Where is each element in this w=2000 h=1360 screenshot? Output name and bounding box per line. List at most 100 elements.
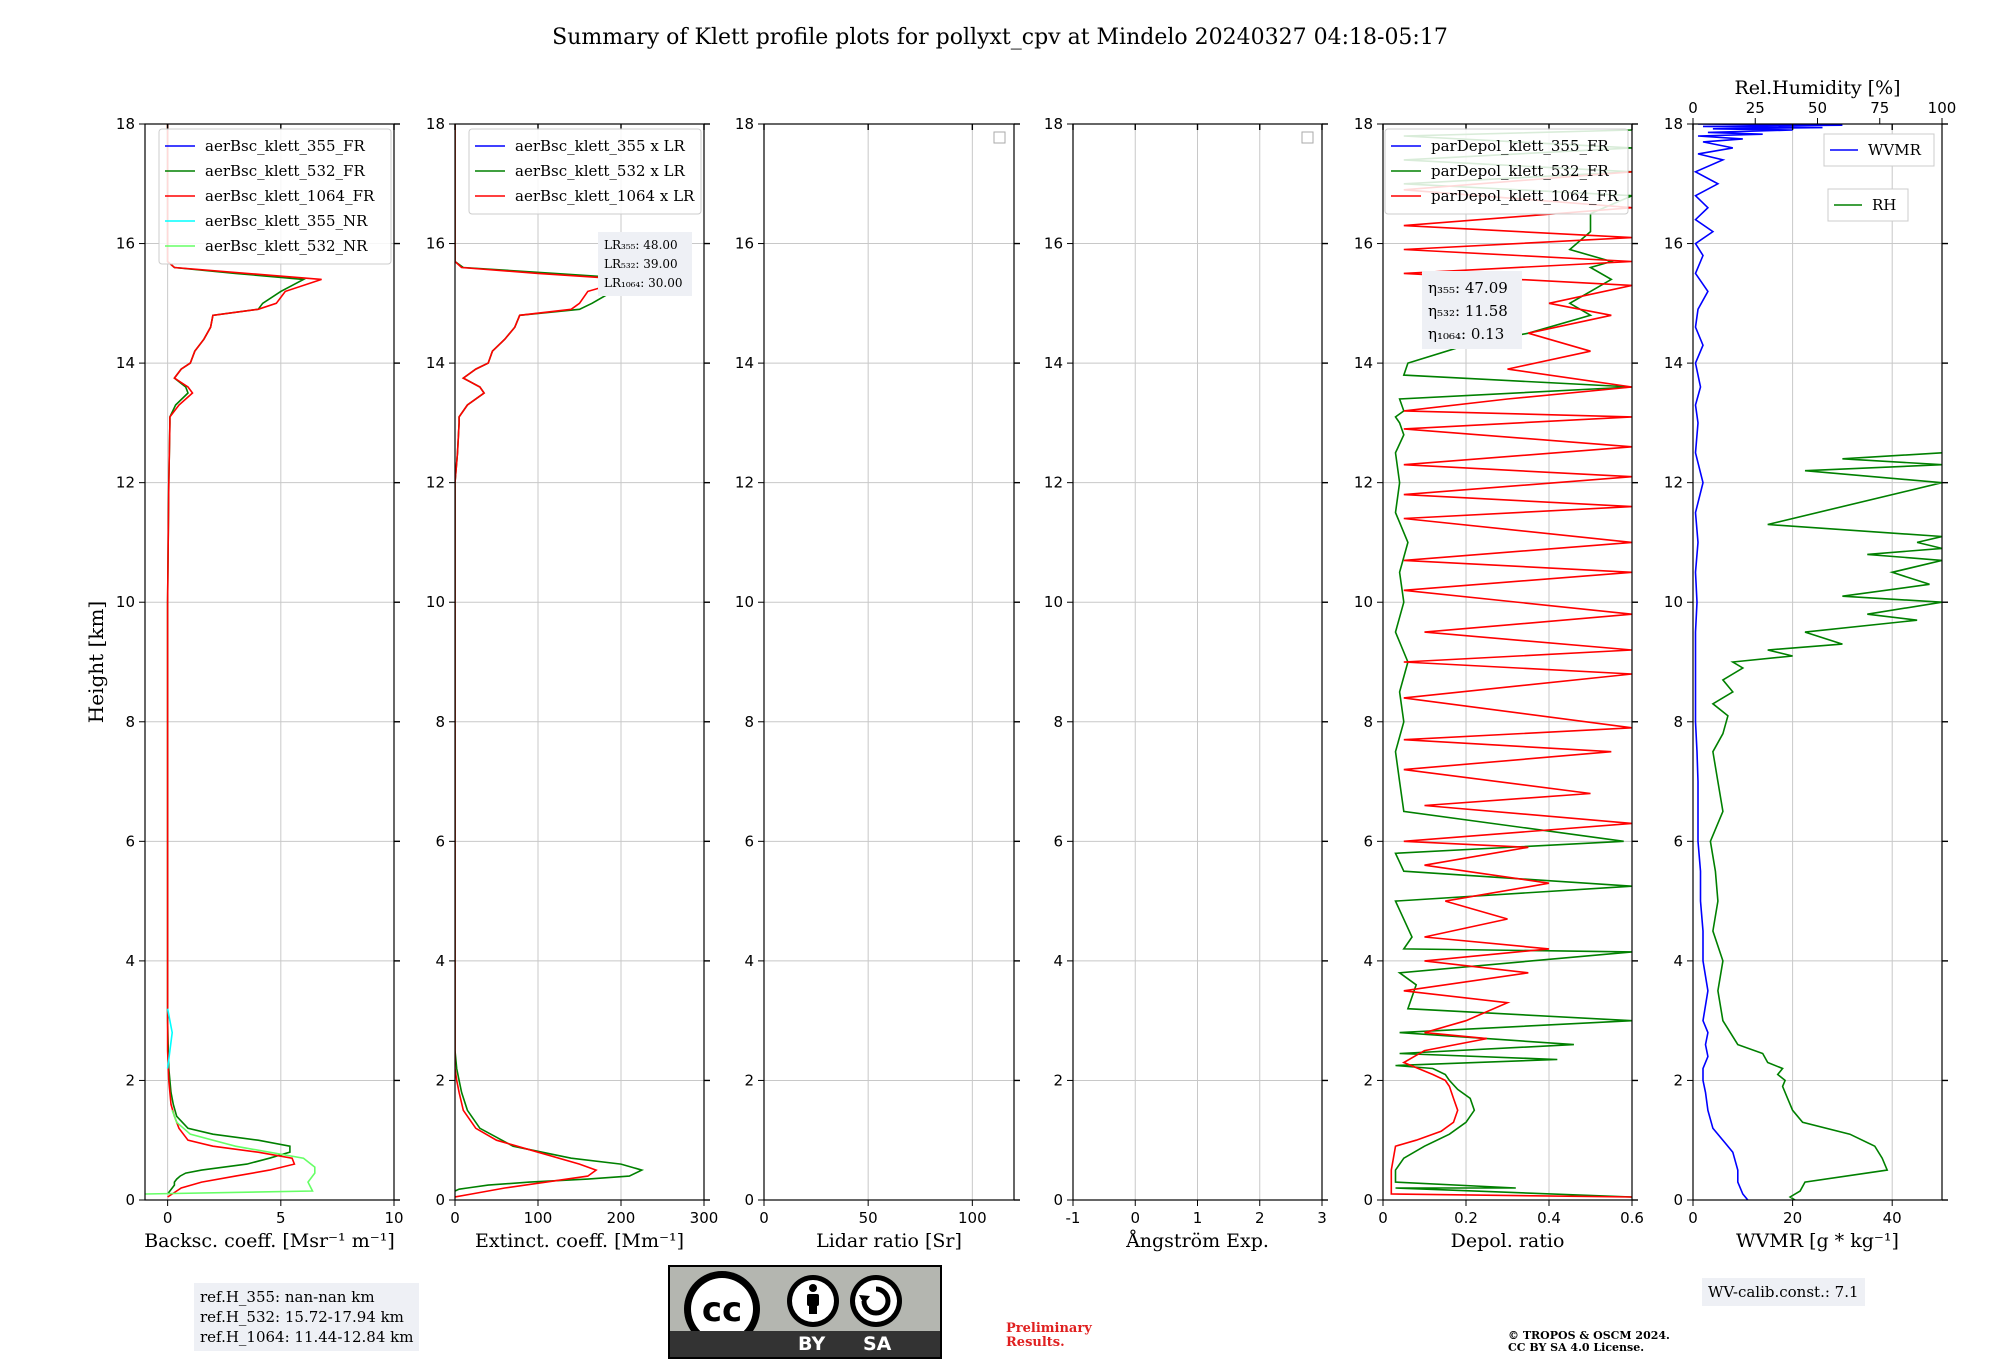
x-tick-label: 40 [1883,1209,1902,1227]
legend-label: aerBsc_klett_532_NR [205,237,368,255]
y-tick-label: 14 [1354,354,1373,372]
wv-calib-box: WV-calib.const.: 7.1 [1702,1278,1865,1306]
y-tick-label: 8 [1673,713,1683,731]
y-tick-label: 12 [1354,474,1373,492]
series-line-WVMR [1693,124,1843,1200]
series-line-aerBsc_klett_532_NR [145,1110,316,1195]
x-tick-label: 0 [450,1209,460,1227]
legend-label: WVMR [1868,141,1922,159]
y-tick-label: 4 [744,952,754,970]
series-line-RH [1709,452,1942,1200]
x-tick-label: 200 [607,1209,636,1227]
y-tick-label: 14 [116,354,135,372]
top-x-tick-label: 75 [1870,99,1889,117]
eta-label: η₃₅₅: 47.09 [1428,279,1508,297]
x-tick-label: 20 [1783,1209,1802,1227]
cc-mark: cc [702,1290,742,1330]
series-group [455,124,647,1198]
y-tick-label: 8 [744,713,754,731]
y-tick-label: 8 [125,713,135,731]
y-tick-label: 18 [1044,115,1063,133]
x-tick-label: 10 [384,1209,403,1227]
series-line-aerBsc_klett_355_NR [166,1008,174,1069]
y-tick-label: 14 [426,354,445,372]
y-tick-label: 6 [1673,832,1683,850]
series-group [1390,129,1632,1198]
x-tick-label: 100 [524,1209,553,1227]
y-tick-label: 6 [1363,832,1373,850]
y-tick-label: 2 [1363,1071,1373,1089]
x-tick-label: 0 [759,1209,769,1227]
y-tick-label: 2 [125,1071,135,1089]
y-tick-label: 4 [1363,952,1373,970]
legend-label: parDepol_klett_1064_FR [1431,187,1619,205]
x-axis-label: Extinct. coeff. [Mm⁻¹] [475,1230,684,1252]
y-tick-label: 6 [1053,832,1063,850]
legend-label: aerBsc_klett_355_NR [205,212,368,230]
preliminary-results-note: Preliminary Results. [1006,1322,1092,1350]
y-tick-label: 0 [125,1191,135,1209]
y-tick-label: 10 [1354,593,1373,611]
y-axis-label: Height [km] [84,601,108,723]
x-axis-label: Backsc. coeff. [Msr⁻¹ m⁻¹] [144,1230,395,1252]
axes-frame [144,123,395,1201]
x-tick-label: 5 [276,1209,286,1227]
legend-box [468,128,702,215]
y-tick-label: 14 [1044,354,1063,372]
x-axis-label: Depol. ratio [1451,1230,1565,1252]
legend-box [158,128,392,265]
legend-label: aerBsc_klett_532 x LR [515,162,686,180]
y-tick-label: 10 [116,593,135,611]
y-tick-label: 0 [1673,1191,1683,1209]
x-tick-label: -1 [1066,1209,1081,1227]
cc-by-sa-license-badge[interactable]: cc BY SA [668,1265,942,1359]
x-tick-label: 0 [163,1209,173,1227]
top-x-tick-label: 100 [1928,99,1957,117]
series-line-aerBsc_klett_1064 x LR [455,124,630,1198]
top-x-tick-label: 0 [1688,99,1698,117]
refh-532: ref.H_532: 15.72-17.94 km [200,1308,404,1326]
y-tick-label: 14 [1664,354,1683,372]
y-tick-label: 16 [116,235,135,253]
x-axis-label: WVMR [g * kg⁻¹] [1736,1230,1899,1252]
y-tick-label: 18 [1354,115,1373,133]
by-label: BY [798,1333,826,1355]
panel-3: 0 50 100 0 2 4 6 8 10 12 14 16 18 Lidar ratio [Sr] [735,115,1020,1252]
y-tick-label: 12 [116,474,135,492]
lr-annotation-box [598,232,692,296]
cc-badge-bar: BY SA [670,1331,940,1357]
x-tick-label: 0 [1378,1209,1388,1227]
y-tick-label: 4 [125,952,135,970]
series-group [145,124,322,1198]
top-x-tick-label: 25 [1746,99,1765,117]
y-tick-label: 8 [435,713,445,731]
y-tick-label: 6 [125,832,135,850]
y-tick-label: 6 [435,832,445,850]
y-tick-label: 16 [1664,235,1683,253]
copyright-line2: CC BY SA 4.0 License. [1508,1341,1645,1354]
axes-frame [1382,123,1633,1201]
panel-1: 0 5 10 0 2 4 6 8 10 12 14 16 18 Backsc. coeff. [Msr⁻¹… [116,115,404,1252]
y-tick-label: 18 [735,115,754,133]
lr-label: LR₁₀₆₄: 30.00 [604,276,682,290]
y-tick-label: 4 [1673,952,1683,970]
panel-6: 0 20 40 0 2 4 6 8 10 12 14 16 18 0 25 50 75 100 Rel.Humidi… [1664,77,1956,1252]
panel-5: 0 0.2 0.4 0.6 0 2 4 6 8 10 12 14 16 18 Depol. ratio par… [1354,115,1644,1252]
legend-label: RH [1872,196,1896,214]
x-tick-label: 0 [1688,1209,1698,1227]
legend-label: parDepol_klett_355_FR [1431,137,1609,155]
y-tick-label: 16 [1354,235,1373,253]
y-tick-label: 10 [1044,593,1063,611]
figure-title: Summary of Klett profile plots for polly… [552,25,1448,50]
x-tick-label: 0.6 [1620,1209,1644,1227]
series-line-parDepol_klett_532_FR [1394,129,1632,1198]
y-tick-label: 10 [1664,593,1683,611]
x-tick-label: 1 [1193,1209,1203,1227]
y-tick-label: 16 [426,235,445,253]
x-tick-label: 0.2 [1454,1209,1478,1227]
y-tick-label: 12 [1044,474,1063,492]
eta-label: η₅₃₂: 11.58 [1428,302,1508,320]
empty-legend-box [1301,131,1314,144]
legend-label: aerBsc_klett_355_FR [205,137,365,155]
x-tick-label: 100 [958,1209,987,1227]
